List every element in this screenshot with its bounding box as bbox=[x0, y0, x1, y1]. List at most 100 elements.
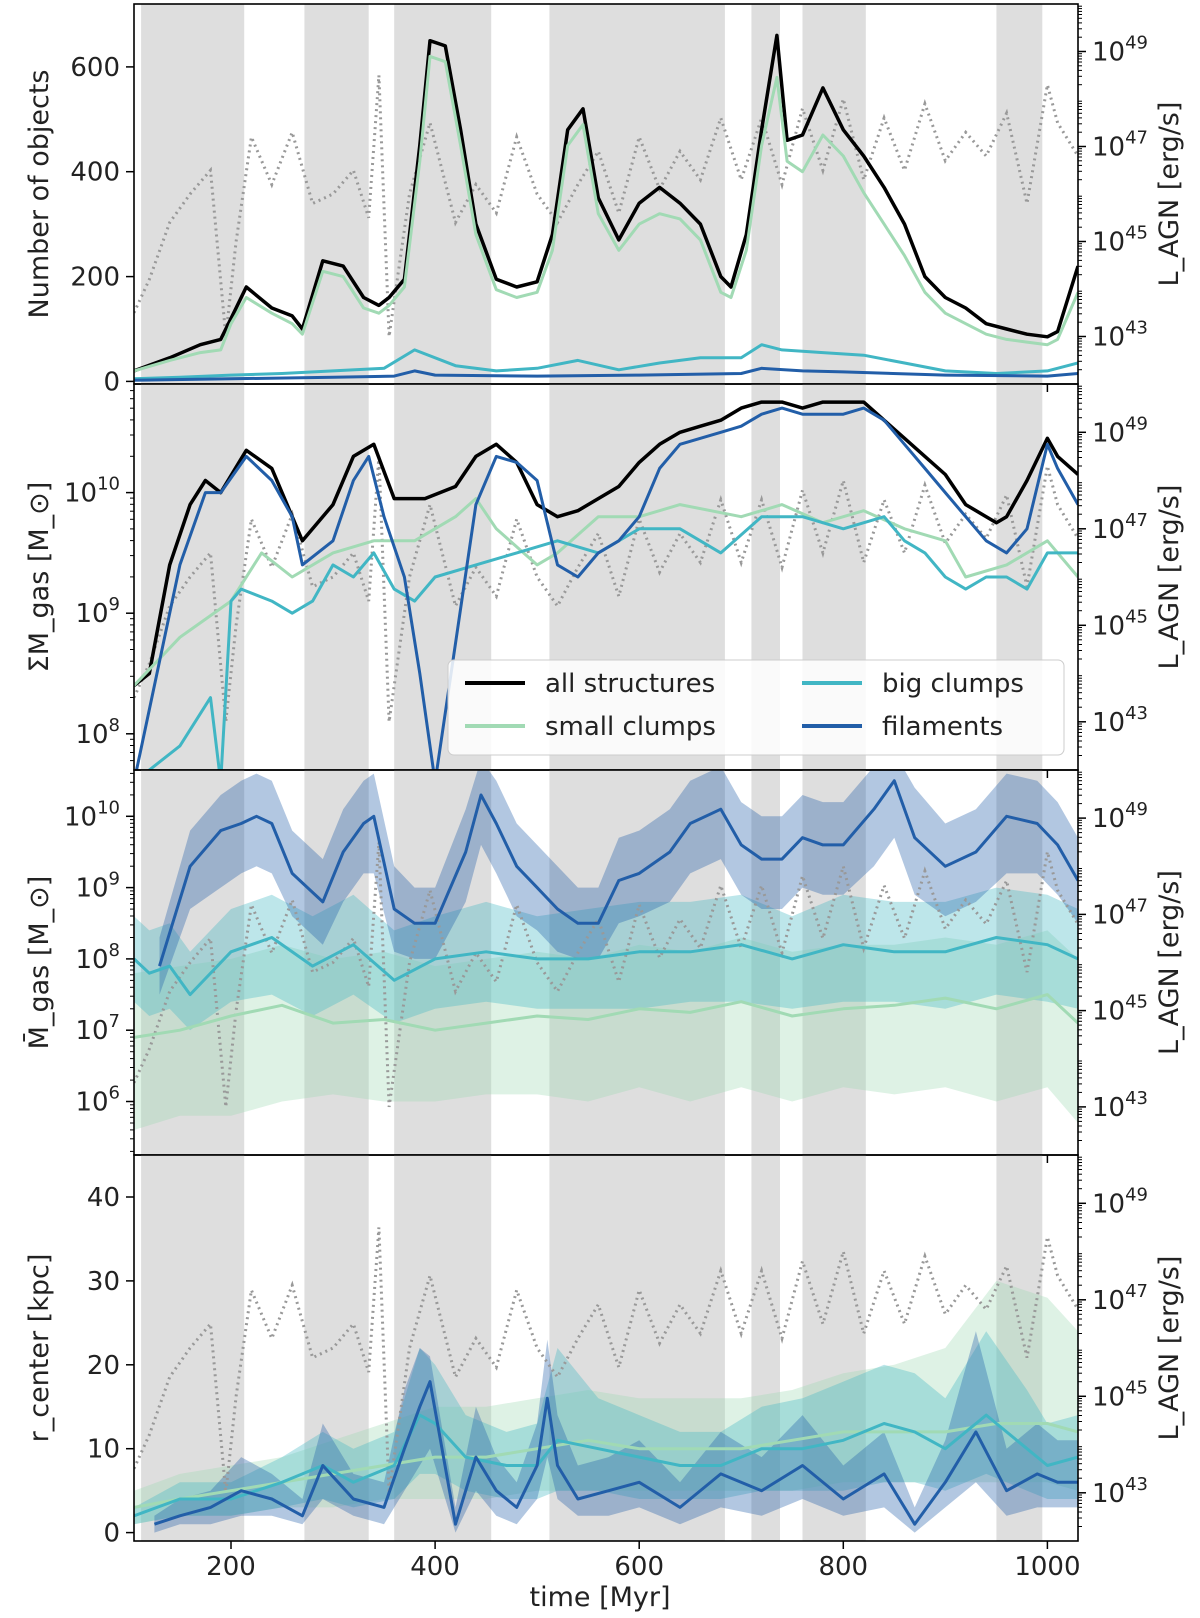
legend-label-all-structures: all structures bbox=[545, 669, 715, 699]
shaded-interval-1 bbox=[304, 384, 369, 770]
series-all-structures bbox=[134, 33, 1078, 373]
right-tick-label: 1049 bbox=[1092, 1184, 1148, 1219]
x-tick-label: 800 bbox=[818, 1552, 868, 1582]
panel-frame bbox=[133, 1154, 1079, 1542]
shaded-interval-5 bbox=[802, 770, 866, 1155]
panel-plot-area bbox=[134, 770, 1078, 1155]
series-big-clumps bbox=[146, 515, 1078, 770]
right-axis-label: L_AGN [erg/s] bbox=[1154, 485, 1185, 670]
agn-luminosity-line bbox=[134, 842, 1078, 1108]
shaded-interval-6 bbox=[996, 4, 1043, 384]
right-tick-label: 1045 bbox=[1092, 1377, 1148, 1412]
panel-n-objects: 0 200 400 600 1043 1045 1047 1049 Number of obje… bbox=[24, 3, 1185, 397]
y-axis-label: ΣM_gas [M_⊙] bbox=[24, 482, 55, 673]
y-tick-label: 1010 bbox=[64, 474, 120, 509]
series-filaments bbox=[158, 779, 1078, 967]
y-tick-label: 108 bbox=[75, 715, 120, 750]
legend-label-big-clumps: big clumps bbox=[882, 669, 1024, 699]
right-axis-label: L_AGN [erg/s] bbox=[1154, 870, 1185, 1055]
y-tick-label: 200 bbox=[70, 263, 120, 293]
y-axis-label: r_center [kpc] bbox=[24, 1254, 55, 1443]
band-filaments bbox=[154, 1331, 1078, 1533]
shaded-interval-3 bbox=[549, 770, 725, 1155]
shaded-interval-0 bbox=[141, 384, 245, 770]
y-tick-label: 107 bbox=[75, 1011, 120, 1046]
y-axis-label: Number of objects bbox=[24, 70, 55, 319]
series-all-structures bbox=[134, 400, 1078, 687]
y-tick-label: 40 bbox=[87, 1183, 120, 1213]
shaded-interval-0 bbox=[141, 1155, 245, 1541]
y-axis-label: M̄_gas [M_⊙] bbox=[23, 876, 55, 1050]
series-small-clumps bbox=[134, 1422, 1078, 1509]
shaded-interval-5 bbox=[802, 4, 866, 384]
legend-label-small-clumps: small clumps bbox=[545, 712, 716, 742]
band-big-clumps bbox=[134, 887, 1078, 1031]
right-tick-label: 1047 bbox=[1092, 128, 1148, 163]
y-tick-label: 20 bbox=[87, 1351, 120, 1381]
y-tick-label: 106 bbox=[75, 1083, 120, 1118]
series-filaments bbox=[134, 366, 1078, 382]
y-tick-label: 400 bbox=[70, 158, 120, 188]
x-tick-label: 400 bbox=[410, 1552, 460, 1582]
shaded-interval-0 bbox=[141, 4, 245, 384]
shaded-interval-2 bbox=[394, 4, 492, 384]
right-axis-label: L_AGN [erg/s] bbox=[1154, 102, 1185, 287]
series-big-clumps bbox=[134, 343, 1078, 381]
y-tick-label: 109 bbox=[75, 869, 120, 904]
series-big-clumps bbox=[134, 1413, 1078, 1518]
series-small-clumps bbox=[134, 54, 1078, 373]
x-axis-label: time [Myr] bbox=[529, 1582, 670, 1613]
shaded-interval-1 bbox=[304, 4, 369, 384]
y-tick-label: 0 bbox=[103, 367, 120, 397]
shaded-interval-1 bbox=[304, 770, 369, 1155]
right-axis-label: L_AGN [erg/s] bbox=[1154, 1256, 1185, 1441]
panel-r-center: 0 10 20 30 40 1043 1045 1047 1049 200 400 600 800 100… bbox=[24, 1154, 1185, 1582]
right-tick-label: 1045 bbox=[1092, 606, 1148, 641]
right-tick-label: 1043 bbox=[1092, 1088, 1148, 1123]
agn-luminosity-line bbox=[134, 75, 1078, 337]
y-tick-label: 108 bbox=[75, 940, 120, 975]
shaded-interval-3 bbox=[549, 4, 725, 384]
right-tick-label: 1049 bbox=[1092, 33, 1148, 68]
y-tick-label: 10 bbox=[87, 1435, 120, 1465]
series-small-clumps bbox=[134, 993, 1078, 1039]
right-tick-label: 1043 bbox=[1092, 703, 1148, 738]
right-tick-label: 1047 bbox=[1092, 895, 1148, 930]
y-tick-label: 0 bbox=[103, 1519, 120, 1549]
shaded-interval-3 bbox=[549, 1155, 725, 1541]
shaded-interval-0 bbox=[141, 770, 245, 1155]
y-tick-label: 30 bbox=[87, 1267, 120, 1297]
series-small-clumps bbox=[134, 497, 1078, 687]
shaded-interval-2 bbox=[394, 1155, 492, 1541]
right-tick-label: 1045 bbox=[1092, 992, 1148, 1027]
legend-frame bbox=[447, 659, 1065, 756]
band-small-clumps bbox=[134, 930, 1078, 1130]
right-tick-label: 1049 bbox=[1092, 799, 1148, 834]
x-tick-label: 200 bbox=[206, 1552, 256, 1582]
right-tick-label: 1047 bbox=[1092, 510, 1148, 545]
right-tick-label: 1043 bbox=[1092, 318, 1148, 353]
y-tick-label: 1010 bbox=[64, 797, 120, 832]
legend-label-filaments: filaments bbox=[882, 712, 1003, 742]
shaded-interval-2 bbox=[394, 770, 492, 1155]
band-small-clumps bbox=[134, 1280, 1078, 1525]
x-tick-label: 600 bbox=[614, 1552, 664, 1582]
panel-plot-area bbox=[134, 1155, 1078, 1541]
shaded-interval-6 bbox=[996, 770, 1043, 1155]
panel-mean-mass: 106 107 108 109 1010 1043 1045 1047 1049 M̄_gas [… bbox=[23, 769, 1185, 1163]
series-big-clumps bbox=[134, 936, 1078, 997]
shaded-interval-4 bbox=[751, 1155, 780, 1541]
shaded-interval-5 bbox=[802, 1155, 866, 1541]
panel-plot-area bbox=[134, 4, 1078, 384]
shaded-interval-4 bbox=[751, 770, 780, 1155]
right-tick-label: 1047 bbox=[1092, 1281, 1148, 1316]
x-tick-label: 1000 bbox=[1014, 1552, 1080, 1582]
right-tick-label: 1049 bbox=[1092, 413, 1148, 448]
y-tick-label: 109 bbox=[75, 594, 120, 629]
right-tick-label: 1043 bbox=[1092, 1474, 1148, 1509]
series-filaments bbox=[153, 1380, 1078, 1526]
agn-luminosity-line bbox=[134, 1227, 1078, 1494]
legend: all structures small clumps big clumps f… bbox=[447, 659, 1065, 756]
